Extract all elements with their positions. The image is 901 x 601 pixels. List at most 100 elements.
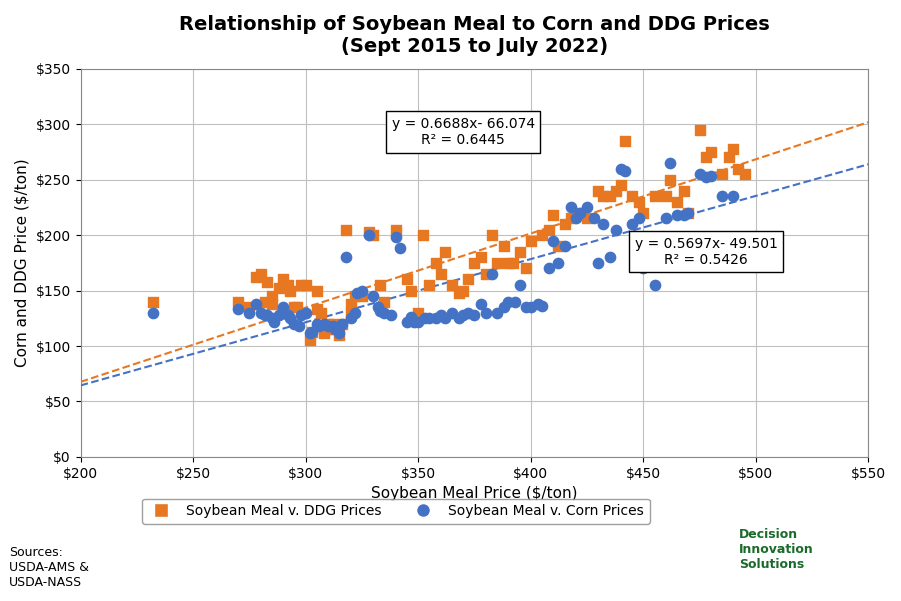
Soybean Meal v. Corn Prices (343, 314, 358, 323)
Soybean Meal v. Corn Prices (587, 213, 601, 223)
Soybean Meal v. Corn Prices (596, 219, 610, 229)
Soybean Meal v. Corn Prices (267, 317, 281, 326)
Soybean Meal v. Corn Prices (406, 317, 421, 326)
Soybean Meal v. Corn Prices (681, 208, 696, 218)
Soybean Meal v. DDG Prices (260, 277, 275, 287)
Soybean Meal v. DDG Prices (271, 284, 286, 293)
Text: Sources:
USDA-AMS &
USDA-NASS: Sources: USDA-AMS & USDA-NASS (9, 546, 89, 589)
Soybean Meal v. Corn Prices (551, 258, 565, 267)
Soybean Meal v. Corn Prices (677, 210, 691, 220)
Soybean Meal v. Corn Prices (618, 166, 633, 175)
Soybean Meal v. Corn Prices (321, 321, 335, 331)
Soybean Meal v. DDG Prices (580, 213, 595, 223)
Soybean Meal v. Corn Prices (523, 302, 538, 312)
Soybean Meal v. Corn Prices (546, 236, 560, 245)
Text: y = 0.6688x- 66.074
R² = 0.6445: y = 0.6688x- 66.074 R² = 0.6445 (392, 117, 535, 147)
Soybean Meal v. DDG Prices (303, 335, 317, 345)
Soybean Meal v. DDG Prices (474, 252, 488, 262)
Soybean Meal v. DDG Prices (478, 269, 493, 279)
Soybean Meal v. DDG Prices (433, 269, 448, 279)
Soybean Meal v. Corn Prices (614, 163, 628, 173)
Soybean Meal v. DDG Prices (523, 236, 538, 245)
Soybean Meal v. Corn Prices (542, 264, 556, 273)
Soybean Meal v. DDG Prices (348, 291, 362, 301)
Soybean Meal v. DDG Prices (519, 264, 533, 273)
Soybean Meal v. DDG Prices (681, 208, 696, 218)
Soybean Meal v. DDG Prices (569, 208, 583, 218)
Soybean Meal v. Corn Prices (418, 314, 432, 323)
Soybean Meal v. DDG Prices (564, 213, 578, 223)
Soybean Meal v. Corn Prices (456, 310, 470, 320)
Soybean Meal v. DDG Prices (316, 328, 331, 338)
Soybean Meal v. DDG Prices (496, 242, 511, 251)
Soybean Meal v. DDG Prices (486, 230, 500, 240)
Soybean Meal v. Corn Prices (384, 310, 398, 320)
Soybean Meal v. DDG Prices (249, 272, 263, 282)
Soybean Meal v. DDG Prices (265, 299, 279, 309)
Soybean Meal v. DDG Prices (366, 230, 380, 240)
Soybean Meal v. Corn Prices (280, 310, 295, 320)
Soybean Meal v. Corn Prices (332, 328, 347, 338)
X-axis label: Soybean Meal Price ($/ton): Soybean Meal Price ($/ton) (371, 486, 578, 501)
Soybean Meal v. DDG Prices (460, 275, 475, 284)
Soybean Meal v. DDG Prices (411, 308, 425, 317)
Soybean Meal v. Corn Prices (591, 258, 605, 267)
Soybean Meal v. DDG Prices (305, 327, 320, 337)
Soybean Meal v. DDG Prices (310, 305, 324, 314)
Soybean Meal v. DDG Prices (298, 280, 313, 290)
Soybean Meal v. DDG Prices (618, 136, 633, 145)
Soybean Meal v. DDG Prices (445, 280, 460, 290)
Soybean Meal v. DDG Prices (669, 197, 684, 207)
Soybean Meal v. Corn Prices (486, 269, 500, 279)
Soybean Meal v. Corn Prices (312, 321, 326, 331)
Soybean Meal v. Corn Prices (242, 308, 257, 317)
Title: Relationship of Soybean Meal to Corn and DDG Prices
(Sept 2015 to July 2022): Relationship of Soybean Meal to Corn and… (179, 15, 769, 56)
Soybean Meal v. DDG Prices (429, 258, 443, 267)
Soybean Meal v. DDG Prices (722, 153, 736, 162)
Soybean Meal v. Corn Prices (276, 302, 290, 312)
Soybean Meal v. DDG Prices (558, 219, 572, 229)
Soybean Meal v. Corn Prices (558, 242, 572, 251)
Soybean Meal v. Corn Prices (316, 319, 331, 329)
Soybean Meal v. Corn Prices (496, 302, 511, 312)
Soybean Meal v. DDG Prices (505, 258, 520, 267)
Soybean Meal v. Corn Prices (726, 192, 741, 201)
Soybean Meal v. Corn Prices (625, 219, 640, 229)
Soybean Meal v. DDG Prices (614, 180, 628, 190)
Soybean Meal v. DDG Prices (647, 192, 661, 201)
Text: Decision
Innovation
Solutions: Decision Innovation Solutions (739, 528, 814, 571)
Soybean Meal v. DDG Prices (632, 197, 646, 207)
Soybean Meal v. Corn Prices (350, 288, 365, 297)
Soybean Meal v. Corn Prices (411, 317, 425, 326)
Soybean Meal v. Corn Prices (519, 302, 533, 312)
Soybean Meal v. Corn Prices (460, 308, 475, 317)
Soybean Meal v. Corn Prices (704, 171, 718, 181)
Soybean Meal v. Corn Prices (609, 225, 623, 234)
Soybean Meal v. Corn Prices (478, 308, 493, 317)
Soybean Meal v. DDG Prices (405, 285, 419, 295)
Soybean Meal v. Corn Prices (378, 308, 392, 317)
Soybean Meal v. DDG Prices (737, 169, 751, 179)
Soybean Meal v. DDG Prices (328, 325, 342, 334)
Soybean Meal v. DDG Prices (423, 280, 437, 290)
Soybean Meal v. Corn Prices (508, 297, 523, 307)
Soybean Meal v. Corn Prices (669, 210, 684, 220)
Soybean Meal v. Corn Prices (405, 313, 419, 322)
Soybean Meal v. DDG Prices (276, 275, 290, 284)
Soybean Meal v. Corn Prices (513, 280, 527, 290)
Soybean Meal v. Corn Prices (400, 317, 414, 326)
Soybean Meal v. DDG Prices (283, 285, 297, 295)
Soybean Meal v. Corn Prices (636, 264, 651, 273)
Soybean Meal v. Corn Prices (474, 299, 488, 309)
Soybean Meal v. DDG Prices (355, 291, 369, 301)
Soybean Meal v. DDG Prices (343, 299, 358, 309)
Soybean Meal v. DDG Prices (546, 210, 560, 220)
Soybean Meal v. Corn Prices (531, 299, 545, 309)
Soybean Meal v. Corn Prices (231, 305, 245, 314)
Y-axis label: Corn and DDG Price ($/ton): Corn and DDG Price ($/ton) (15, 159, 30, 367)
Soybean Meal v. Corn Prices (303, 328, 317, 338)
Soybean Meal v. DDG Prices (294, 280, 308, 290)
Soybean Meal v. DDG Prices (663, 175, 678, 185)
Soybean Meal v. DDG Prices (332, 330, 347, 340)
Soybean Meal v. DDG Prices (258, 297, 272, 307)
